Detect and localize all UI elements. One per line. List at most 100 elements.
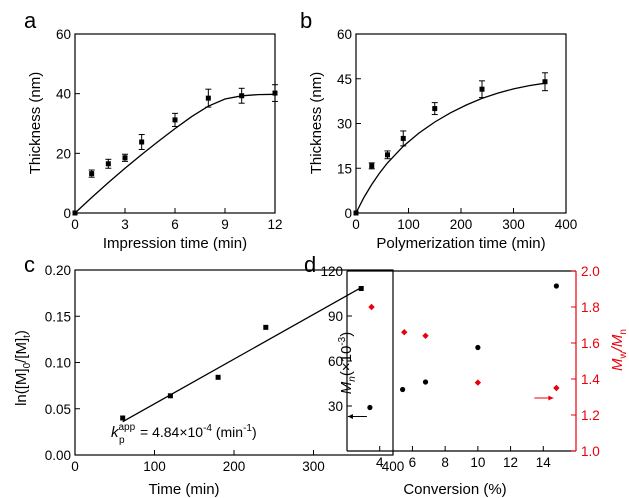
panel-d-left-ylabel-mult: (×10 [338,346,355,376]
kp-sup: app [119,422,136,433]
panel-c-data-point [120,415,126,421]
panel-d-right-y-tick-label: 2.0 [581,264,600,279]
panel-a-x-tick-label: 9 [221,217,229,232]
panel-b-data-point [400,135,406,141]
kp-value: = 4.84×10 [140,424,203,440]
panel-a-x-tick-label: 0 [71,217,79,232]
panel-a-x-axis-title: Impression time (min) [103,235,247,252]
panel-c-ylabel-sub-t: t [22,335,33,338]
panel-d-right-axis-arrowhead [548,395,554,401]
kp-k: k [111,424,120,441]
panel-d-right-y-tick-label: 1.6 [581,336,600,351]
panel-c-x-tick-label: 0 [71,459,79,474]
panel-d-mwmn-point [368,303,375,311]
panel-a-x-tick-label: 3 [121,217,129,232]
panel-d-right-ylabel-slash: /M [609,334,626,352]
panel-d-left-y-axis-title: Mn(×10-3) [337,332,358,394]
panel-d-x-axis-title: Conversion (%) [403,481,506,498]
panel-d-right-y-axis-title: Mw/Mn [609,329,629,371]
panel-c-data-point [263,324,269,330]
panel-b-y-tick-label: 45 [337,72,352,87]
panel-d-left-axis-arrowhead [347,414,353,419]
panel-c-ylabel-part-1: ln([M] [13,368,30,406]
panel-a-data-point [239,93,245,99]
panel-d-left-ylabel-close: ) [338,332,355,337]
panel-c-y-tick-label: 0.10 [45,356,71,371]
panel-d-mn-point [553,283,559,289]
panel-b-y-tick-label: 60 [337,27,352,42]
panel-d-left-y-tick-label: 60 [328,354,343,369]
panel-b-data-point [542,79,548,85]
panel-d-x-tick-label: 8 [441,455,449,470]
panel-d-left-ylabel-m: M [338,381,355,394]
panel-d-mwmn-point [422,332,429,339]
panel-a-x-tick-label: 6 [171,217,179,232]
panel-d-right-ylabel-m: M [609,358,626,371]
panel-b-x-tick-label: 0 [352,217,360,232]
panel-c-kp-annotation: kapp p = 4.84×10-4 (min-1) [111,422,257,446]
panel-c-linear-fit [122,287,362,423]
panel-b-data-point [353,210,359,216]
panel-a-data-point [205,95,211,101]
panel-a-data-point [122,155,128,161]
kp-unit-exp: -1 [243,423,252,434]
panel-c: 0 100 200 300 400 0.00 0.05 0.10 0.15 0.20 [45,263,405,474]
panel-b-y-tick-label: 0 [344,206,352,221]
panel-b-y-tick-label: 15 [337,161,352,176]
panel-letter-b: b [300,8,312,33]
panel-b-data-point [479,86,485,92]
panel-b-x-tick-label: 400 [555,217,578,232]
panel-c-y-tick-label: 0.05 [45,402,71,417]
panel-d-left-y-tick-label: 120 [320,264,343,279]
kp-close: ) [252,424,257,440]
panel-c-ylabel-sub-0: 0 [22,362,33,368]
panel-d-x-tick-label: 14 [536,455,552,470]
panel-b-x-tick-label: 200 [450,217,473,232]
panel-d-mwmn-point [401,329,408,336]
panel-c-y-tick-label: 0.15 [45,309,71,324]
panel-d-x-tick-label: 4 [376,455,384,470]
panel-a-fit-curve [74,93,276,214]
panel-d: 4 6 8 10 12 14 30 60 90 120 1.0 1.2 1.4 1.6 1.8 2.0 [320,264,600,470]
panel-d-right-y-tick-label: 1.0 [581,444,600,459]
panel-d-mwmn-point [474,379,482,386]
panel-a-y-tick-label: 0 [63,206,71,221]
panel-d-left-ylabel-exp: -3 [337,336,348,345]
panel-d-right-y-tick-label: 1.4 [581,372,600,387]
panel-c-data-point [358,286,364,291]
panel-c-x-axis-title: Time (min) [148,481,219,498]
panel-c-y-tick-label: 0.20 [45,263,71,278]
panel-a-y-tick-label: 40 [56,87,71,102]
panel-d-mn-point [400,386,406,393]
panel-d-mwmn-point [553,384,560,392]
panel-d-left-ylabel-sub: n [347,376,358,382]
panel-letter-c: c [24,252,35,277]
panel-a-data-point [139,139,145,145]
panel-d-right-ylabel-w: w [618,350,629,359]
panel-d-left-y-tick-label: 30 [328,399,343,414]
panel-b-x-tick-label: 300 [502,217,525,232]
panel-a-y-axis-title: Thickness (nm) [27,72,44,175]
panel-d-x-tick-label: 12 [503,455,518,470]
panel-d-mn-point [422,379,429,385]
panel-c-data-point [167,393,173,399]
panel-c-x-tick-label: 300 [302,459,325,474]
panel-a-data-point [272,90,278,96]
panel-a-data-point [105,161,111,167]
panel-d-mn-point [367,404,373,411]
panel-c-data-point [215,374,221,380]
panel-b-x-tick-label: 100 [397,217,420,232]
panel-a-y-tick-label: 60 [56,27,71,42]
panel-d-left-y-tick-label: 90 [328,309,343,324]
panel-d-right-y-tick-label: 1.2 [581,408,600,423]
panel-b-data-point [385,152,390,158]
panel-d-mn-point [475,344,481,351]
panel-b-y-tick-label: 30 [337,117,352,132]
panel-d-x-tick-label: 10 [470,455,485,470]
panel-b-plot-frame [355,33,567,214]
panel-c-y-tick-label: 0.00 [45,448,71,463]
panel-a-data-point [72,210,78,216]
kp-unit: (min [212,424,243,440]
panel-b-data-point [369,163,375,169]
